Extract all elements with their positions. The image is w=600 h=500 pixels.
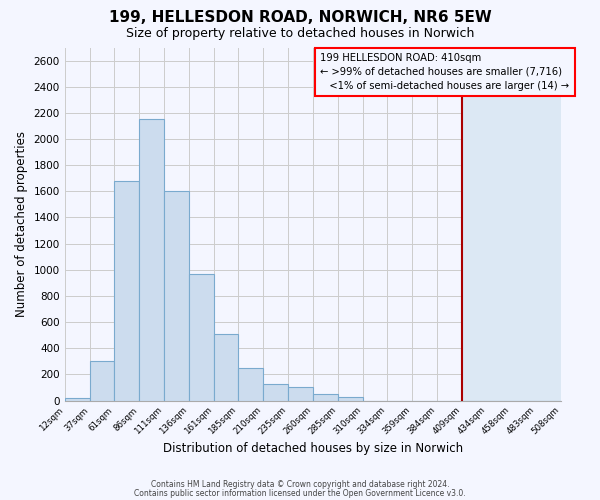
Bar: [462, 48, 562, 401]
Bar: [288, 388, 313, 400]
Bar: [90, 362, 114, 401]
Text: Size of property relative to detached houses in Norwich: Size of property relative to detached ho…: [126, 28, 474, 40]
Text: 199, HELLESDON ROAD, NORWICH, NR6 5EW: 199, HELLESDON ROAD, NORWICH, NR6 5EW: [109, 10, 491, 25]
Bar: [65, 398, 90, 400]
Bar: [214, 334, 238, 400]
Text: Contains public sector information licensed under the Open Government Licence v3: Contains public sector information licen…: [134, 489, 466, 498]
Bar: [189, 274, 214, 400]
Bar: [263, 384, 288, 400]
Bar: [164, 192, 189, 400]
Bar: [238, 368, 263, 400]
Bar: [313, 394, 338, 400]
Y-axis label: Number of detached properties: Number of detached properties: [15, 131, 28, 317]
Bar: [114, 181, 139, 400]
Bar: [139, 120, 164, 400]
X-axis label: Distribution of detached houses by size in Norwich: Distribution of detached houses by size …: [163, 442, 463, 455]
Text: Contains HM Land Registry data © Crown copyright and database right 2024.: Contains HM Land Registry data © Crown c…: [151, 480, 449, 489]
Text: 199 HELLESDON ROAD: 410sqm
← >99% of detached houses are smaller (7,716)
   <1% : 199 HELLESDON ROAD: 410sqm ← >99% of det…: [320, 53, 569, 91]
Bar: [338, 396, 363, 400]
